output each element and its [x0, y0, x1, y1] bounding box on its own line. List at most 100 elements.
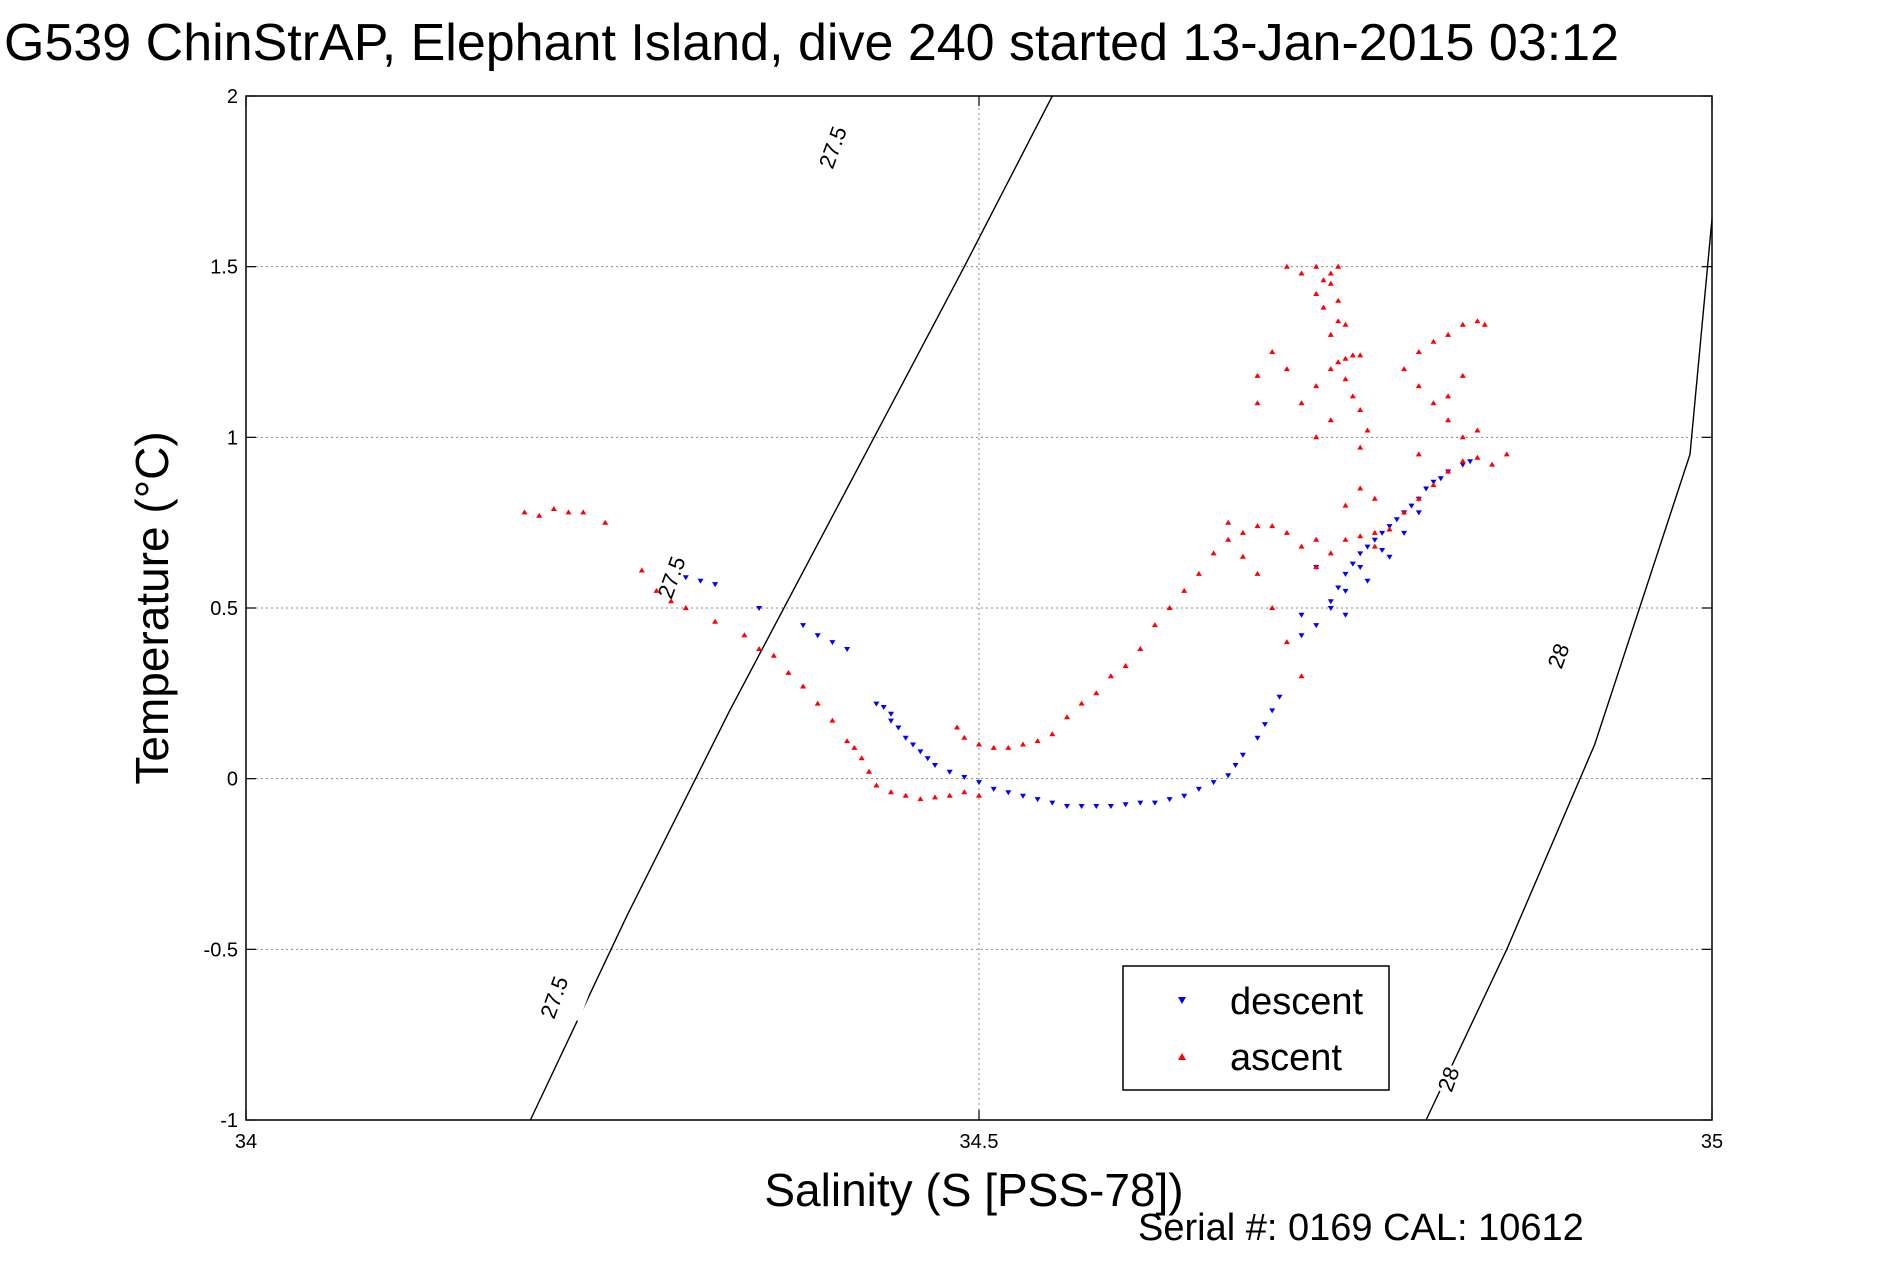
ascent-point — [1474, 454, 1481, 460]
ascent-point — [1474, 318, 1481, 324]
ascent-point — [1320, 277, 1327, 283]
contour-label-bg — [519, 973, 589, 1022]
ascent-point — [851, 744, 858, 750]
ascent-point — [1445, 417, 1452, 423]
x-axis-label: Salinity (S [PSS-78]) — [764, 1164, 1183, 1216]
ascent-point — [1283, 263, 1290, 269]
ascent-point — [1269, 523, 1276, 529]
ascent-point — [829, 717, 836, 723]
descent-point — [1239, 752, 1246, 758]
descent-point — [1137, 800, 1144, 806]
ascent-point — [976, 792, 982, 798]
descent-point — [1078, 804, 1085, 809]
descent-point — [1254, 735, 1261, 741]
contour-line — [1425, 218, 1713, 1121]
ascent-point — [1430, 482, 1437, 488]
legend-descent-marker — [1178, 997, 1186, 1004]
contour-label-bg — [1523, 631, 1593, 680]
ascent-point — [1313, 536, 1320, 542]
ascent-point — [1335, 359, 1342, 365]
ascent-point — [1327, 270, 1334, 276]
ascent-point — [1342, 376, 1349, 382]
ascent-point — [1181, 587, 1188, 593]
descent-point — [682, 575, 689, 581]
descent-point — [1166, 797, 1173, 803]
descent-point — [1467, 459, 1474, 465]
ascent-point — [682, 605, 689, 610]
ascent-point — [1415, 383, 1422, 389]
ascent-point — [1415, 495, 1422, 501]
ascent-point — [580, 509, 587, 515]
ascent-point — [1430, 400, 1437, 406]
contour-line — [529, 95, 1053, 1121]
ascent-point — [888, 789, 894, 795]
ascent-point — [844, 738, 851, 744]
ascent-point — [1298, 673, 1305, 679]
ascent-point — [1166, 605, 1173, 610]
ascent-point — [1335, 318, 1342, 324]
x-tick-label: 34.5 — [960, 1131, 999, 1153]
ascent-point — [1335, 263, 1342, 269]
ascent-point — [1357, 485, 1364, 491]
descent-point — [976, 780, 982, 786]
ascent-point — [1459, 372, 1466, 378]
ascent-point — [961, 734, 968, 740]
ascent-point — [1327, 280, 1334, 286]
descent-point — [917, 749, 924, 755]
ascent-point — [756, 646, 763, 651]
legend-box — [1122, 965, 1390, 1091]
ascent-point — [1283, 639, 1290, 645]
ascent-point — [1364, 427, 1371, 433]
ascent-point — [1459, 321, 1466, 327]
descent-point — [1261, 722, 1268, 728]
y-axis-label: Temperature (°C) — [126, 431, 178, 784]
ascent-point — [1313, 564, 1320, 569]
descent-point — [1298, 633, 1305, 639]
ascent-point — [1459, 458, 1466, 464]
y-tick-label: 1 — [227, 427, 238, 449]
ascent-point — [1357, 407, 1364, 412]
ascent-point — [1401, 509, 1408, 515]
ascent-point — [1064, 714, 1070, 720]
ascent-point — [1349, 393, 1356, 399]
descent-point — [1107, 804, 1114, 809]
ascent-point — [1195, 570, 1202, 576]
ascent-point — [1313, 291, 1320, 296]
descent-point — [829, 640, 836, 646]
ascent-point — [1430, 338, 1437, 344]
contour-label-bg — [636, 553, 706, 602]
descent-point — [1342, 588, 1349, 594]
ascent-point — [1298, 270, 1305, 276]
legend-descent-label: descent — [1230, 981, 1364, 1023]
descent-point — [1437, 476, 1444, 482]
ascent-point — [1474, 427, 1481, 433]
ascent-point — [1313, 263, 1320, 269]
descent-point — [888, 711, 894, 717]
ascent-point — [1254, 400, 1261, 406]
ascent-point — [1107, 673, 1114, 679]
ascent-point — [1415, 349, 1422, 354]
ascent-point — [1342, 321, 1349, 327]
descent-point — [910, 742, 916, 748]
ascent-point — [521, 509, 528, 515]
ascent-point — [1020, 741, 1026, 747]
ascent-point — [1078, 700, 1085, 706]
ascent-point — [653, 587, 660, 593]
descent-point — [1049, 800, 1056, 806]
descent-point — [902, 735, 909, 741]
contour-label-bg — [1413, 1054, 1483, 1104]
ascent-point — [902, 792, 909, 798]
descent-point — [1408, 503, 1415, 509]
y-tick-label: 0.5 — [210, 598, 238, 620]
descent-point — [1181, 793, 1188, 799]
ascent-point — [1342, 355, 1349, 361]
ascent-point — [961, 789, 968, 795]
ascent-point — [1415, 451, 1422, 457]
ascent-point — [602, 519, 609, 525]
descent-point — [1093, 804, 1100, 809]
descent-point — [924, 756, 931, 762]
ascent-point — [1445, 468, 1452, 474]
descent-point — [1415, 510, 1422, 516]
descent-point — [946, 769, 953, 775]
ascent-point — [1503, 451, 1510, 457]
